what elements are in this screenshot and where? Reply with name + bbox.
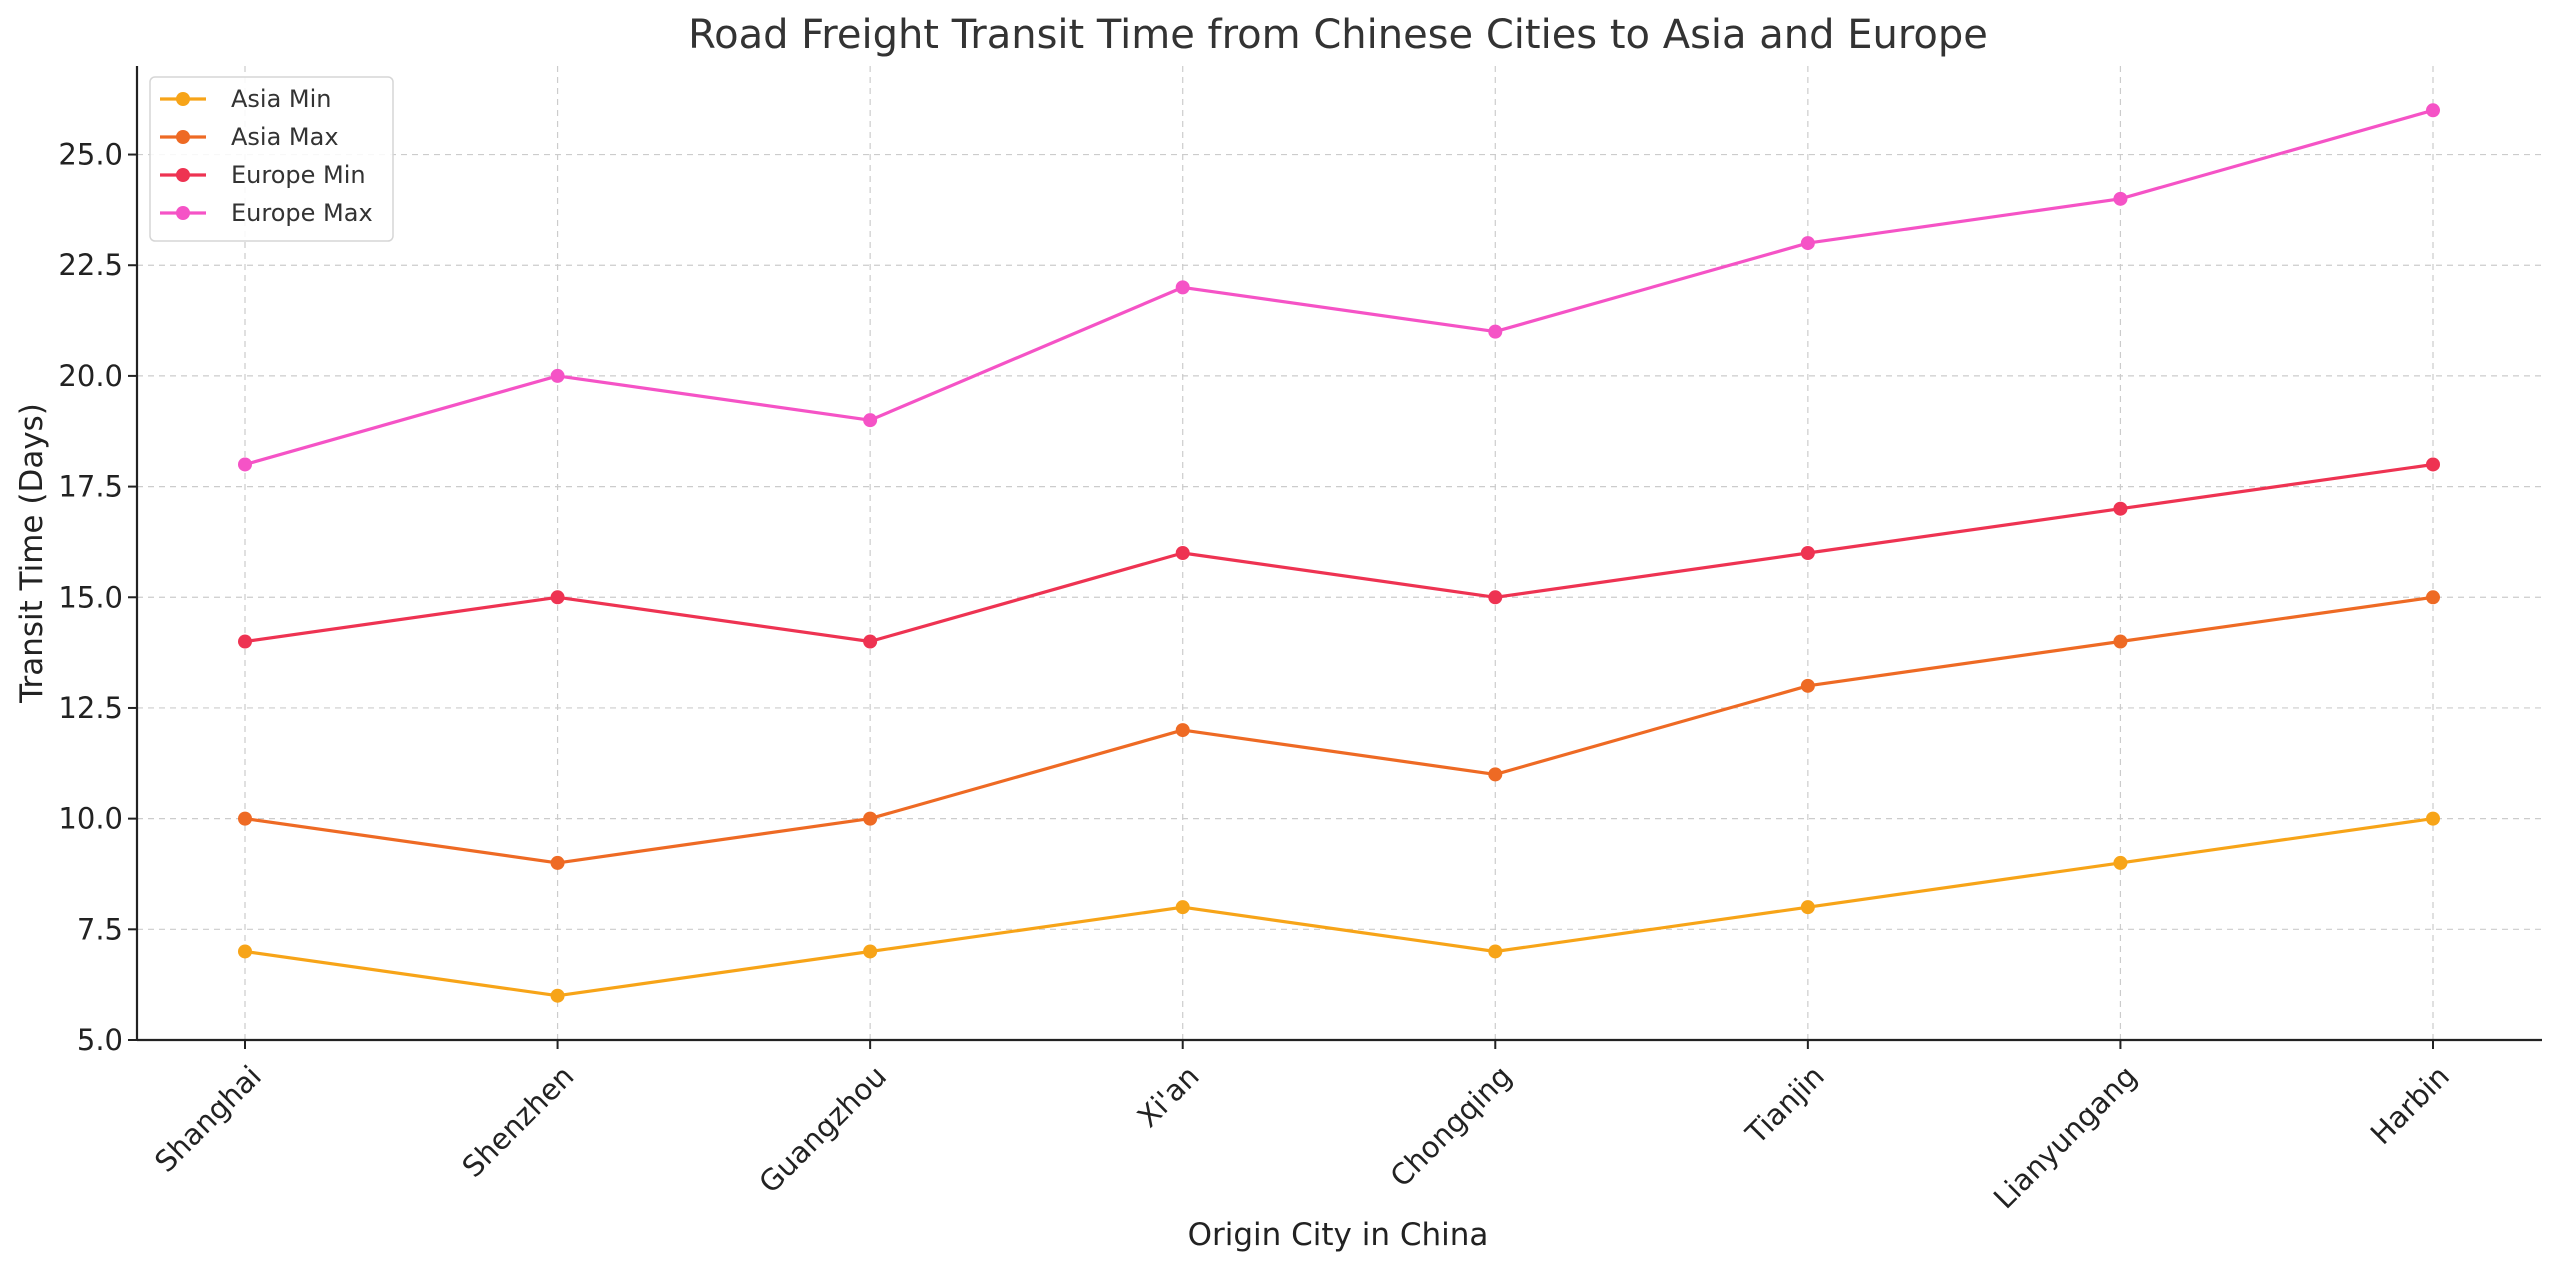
data-point xyxy=(1175,546,1190,560)
data-point xyxy=(2426,811,2440,826)
data-point xyxy=(2426,590,2440,605)
legend-label: Asia Max xyxy=(231,123,339,151)
data-point xyxy=(238,457,252,472)
data-point xyxy=(238,811,252,826)
x-tick-label: Chongqing xyxy=(1384,1059,1519,1194)
data-point xyxy=(1800,546,1815,560)
x-tick-label: Xi'an xyxy=(1131,1059,1206,1134)
x-tick-label: Lianyungang xyxy=(1987,1059,2143,1215)
data-point xyxy=(863,944,878,959)
data-point xyxy=(1800,236,1815,251)
data-point xyxy=(550,590,565,605)
legend-label: Europe Min xyxy=(231,161,366,189)
data-point xyxy=(863,811,878,826)
x-axis-label: Origin City in China xyxy=(1188,1217,1489,1253)
y-tick-label: 15.0 xyxy=(58,580,123,614)
y-tick-label: 22.5 xyxy=(58,248,123,282)
data-point xyxy=(550,368,565,383)
data-point xyxy=(1175,280,1190,295)
legend-swatch-marker xyxy=(176,206,190,220)
y-tick-label: 17.5 xyxy=(58,470,123,504)
legend-item: Asia Min xyxy=(160,85,332,113)
y-tick-label: 7.5 xyxy=(77,912,123,946)
y-tick-label: 20.0 xyxy=(58,359,123,393)
legend-label: Asia Min xyxy=(231,85,332,113)
data-point xyxy=(1488,590,1503,605)
data-point xyxy=(863,413,878,428)
data-point xyxy=(2113,501,2128,516)
data-point xyxy=(550,855,565,870)
x-tick-label: Guangzhou xyxy=(752,1059,893,1200)
data-point xyxy=(1175,723,1190,738)
data-point xyxy=(2426,457,2440,472)
data-point xyxy=(238,634,252,649)
series-europe-max xyxy=(238,103,2440,472)
legend-item: Asia Max xyxy=(160,123,339,151)
series-asia-max xyxy=(238,590,2440,870)
legend-item: Europe Max xyxy=(160,199,373,227)
x-tick-label: Shanghai xyxy=(148,1059,268,1179)
legend-label: Europe Max xyxy=(231,199,373,227)
grid xyxy=(137,66,2542,1041)
y-axis-label: Transit Time (Days) xyxy=(14,403,50,704)
legend-item: Europe Min xyxy=(160,161,366,189)
data-point xyxy=(238,944,252,959)
chart-title: Road Freight Transit Time from Chinese C… xyxy=(688,12,1988,58)
y-tick-label: 10.0 xyxy=(58,802,123,836)
data-point xyxy=(1175,900,1190,915)
legend: Asia Min Asia Max Europe Min Europe Max xyxy=(149,76,394,242)
data-point xyxy=(1488,324,1503,339)
data-point xyxy=(1800,900,1815,915)
y-tick-label: 25.0 xyxy=(58,138,123,172)
legend-swatch-marker xyxy=(176,168,190,182)
data-point xyxy=(2113,855,2128,870)
legend-swatch-marker xyxy=(176,130,190,144)
data-point xyxy=(2113,191,2128,206)
data-point xyxy=(863,634,878,649)
data-point xyxy=(2113,634,2128,649)
data-point xyxy=(550,988,565,1003)
series-layer xyxy=(238,103,2440,1003)
series-asia-min xyxy=(238,811,2440,1003)
y-tick-label: 5.0 xyxy=(77,1023,123,1057)
series-line xyxy=(244,595,2434,865)
x-tick-label: Harbin xyxy=(2364,1059,2456,1151)
series-line xyxy=(244,817,2434,998)
legend-swatch-marker xyxy=(176,92,190,106)
series-line xyxy=(244,462,2434,644)
data-point xyxy=(1800,678,1815,693)
x-tick-label: Shenzhen xyxy=(455,1059,580,1184)
data-point xyxy=(2426,103,2440,118)
legend-frame xyxy=(149,76,394,242)
x-tick-label: Tianjin xyxy=(1739,1059,1831,1151)
series-europe-min xyxy=(238,457,2440,649)
data-point xyxy=(1488,767,1503,782)
axes xyxy=(135,66,2542,1042)
data-point xyxy=(1488,944,1503,959)
series-line xyxy=(244,108,2434,467)
y-tick-label: 12.5 xyxy=(58,691,123,725)
